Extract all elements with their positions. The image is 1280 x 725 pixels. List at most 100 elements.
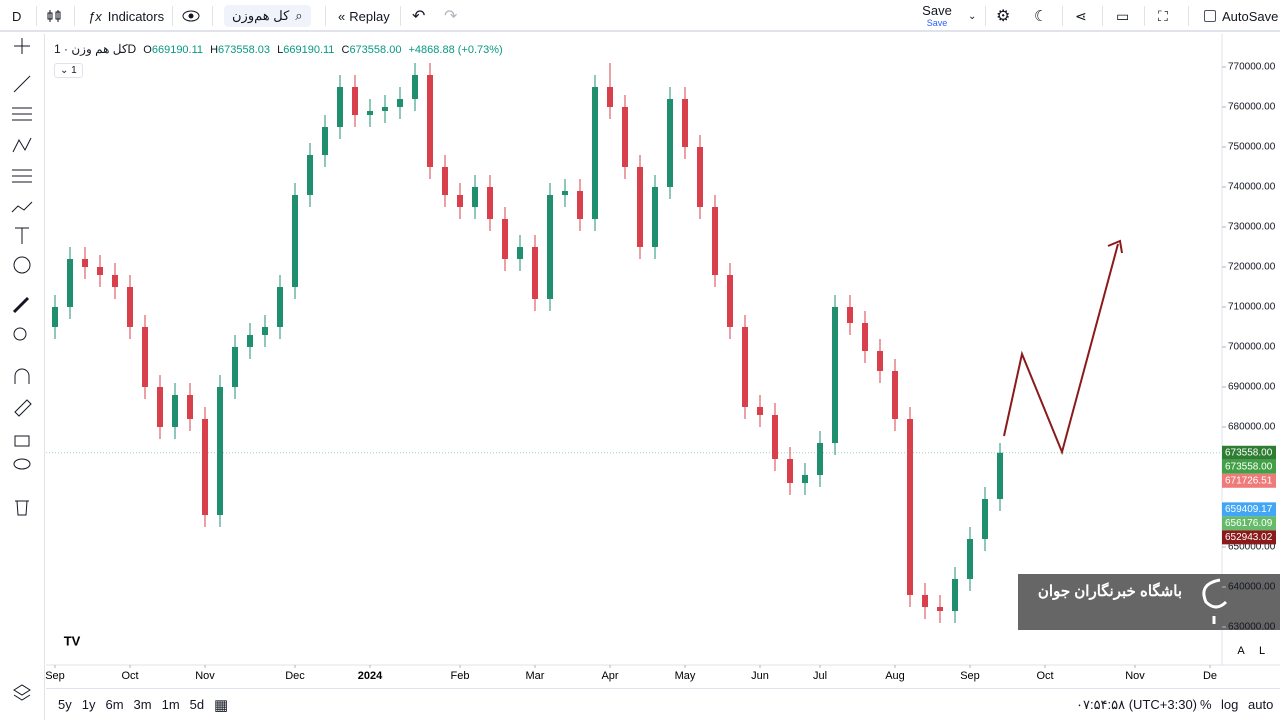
candle-body (457, 195, 463, 207)
price-label-box (1222, 459, 1276, 474)
redo-button: ↷ (444, 8, 458, 25)
candle-body (217, 387, 223, 515)
high-label: H (210, 44, 219, 56)
watermark-text: باشگاه خبرنگاران جوان (1038, 582, 1182, 600)
candle-body (352, 87, 358, 115)
price-label-box (1222, 530, 1276, 545)
layers-tool[interactable] (13, 684, 31, 701)
text-tool[interactable] (15, 227, 29, 244)
candle-body (772, 415, 778, 459)
zoom-tool[interactable] (13, 327, 27, 341)
candle-body (187, 395, 193, 419)
projection-tool[interactable] (12, 169, 32, 183)
candle-body (922, 595, 928, 607)
candle-body (532, 247, 538, 299)
clock: ۰۷:۵۴:۵۸ (UTC+3:30) (1076, 697, 1197, 712)
scale-buttons: A L (1237, 645, 1265, 657)
autosave-toggle[interactable]: AutoSave (1204, 0, 1278, 32)
save-menu[interactable]: ⌄ (968, 10, 977, 22)
interval-button[interactable]: D (12, 8, 22, 24)
x-tick-label: De (1203, 670, 1217, 682)
candle-body (367, 111, 373, 115)
eye-icon[interactable] (181, 8, 201, 24)
save-button[interactable]: Save Save (920, 3, 954, 28)
range-button[interactable]: 6m (105, 697, 124, 712)
theme-button[interactable]: ☾ (1034, 8, 1048, 25)
candle-body (307, 155, 313, 195)
candle-body (412, 75, 418, 99)
candle-body (172, 395, 178, 427)
x-tick-label: Oct (1036, 670, 1053, 682)
ruler-tool[interactable] (12, 296, 30, 314)
share-button[interactable]: ⋖ (1075, 7, 1087, 24)
candle-body (472, 187, 478, 207)
candle-body (967, 539, 973, 579)
x-tick-label: Jun (751, 670, 769, 682)
price-label-box (1222, 516, 1276, 531)
auto-scale-button[interactable]: A (1237, 645, 1245, 657)
autosave-label: AutoSave (1222, 8, 1279, 24)
range-button[interactable]: 5y (58, 697, 72, 712)
candle-body (952, 579, 958, 611)
y-tick-label: 630000.00 (1228, 622, 1276, 633)
pattern-tool[interactable] (12, 137, 32, 153)
lock-tool[interactable] (14, 435, 30, 447)
log-button[interactable]: log (1221, 697, 1239, 712)
candle-body (832, 307, 838, 443)
candle-body (907, 419, 913, 595)
close-value: 673558.00 (349, 44, 402, 56)
price-label-box (1222, 473, 1276, 488)
watermark: باشگاه خبرنگاران جوان (1018, 574, 1280, 630)
magnet-tool[interactable] (14, 368, 30, 384)
line-tool[interactable] (13, 75, 31, 93)
undo-button[interactable]: ↶ (412, 8, 426, 25)
range-buttons: 5y 1y 6m 3m 1m 5d (58, 697, 204, 712)
range-button[interactable]: 1y (81, 697, 96, 712)
tool-icons (11, 38, 33, 701)
fib-tool[interactable] (12, 107, 32, 121)
candle-body (787, 459, 793, 483)
emoji-tool[interactable] (13, 256, 31, 274)
x-tick-label: May (675, 670, 696, 682)
bars-icon[interactable] (46, 8, 62, 24)
percent-button[interactable]: % (1200, 697, 1212, 712)
candle-body (697, 147, 703, 207)
y-tick-label: 720000.00 (1228, 262, 1276, 273)
y-tick-label: 710000.00 (1228, 302, 1276, 313)
x-tick-label: Sep (960, 670, 980, 682)
trash-tool[interactable] (15, 500, 29, 516)
lock-scale-button[interactable]: L (1259, 645, 1265, 657)
symbol-search[interactable]: کل هم‌وزن ⌕ (224, 5, 311, 27)
range-button[interactable]: 3m (133, 697, 152, 712)
crosshair-tool[interactable] (14, 38, 30, 54)
replay-button[interactable]: «Replay (338, 8, 390, 24)
visibility-tool[interactable] (13, 458, 31, 470)
svg-text:TV: TV (64, 633, 81, 648)
candle-body (397, 99, 403, 107)
top-toolbar: D ƒx Indicators کل هم‌وزن ⌕ «Replay ↶ ↷ Sa… (0, 0, 1280, 32)
candle-body (547, 195, 553, 299)
auto-button[interactable]: auto (1248, 697, 1274, 712)
candle-body (877, 351, 883, 371)
goto-date-button[interactable]: ▦ (214, 697, 229, 714)
range-button[interactable]: 1m (161, 697, 180, 712)
lock-drawing-tool[interactable] (14, 399, 32, 417)
candle-body (652, 187, 658, 247)
x-tick-label: Dec (285, 670, 305, 682)
forecast-tool[interactable] (11, 201, 33, 213)
candle-body (427, 75, 433, 167)
indicator-toggle[interactable]: ⌄ 1 (54, 63, 83, 78)
drawing-toolbar (0, 34, 45, 720)
snapshot-button[interactable]: ▭ (1116, 7, 1130, 24)
fullscreen-button[interactable]: ⛶ (1158, 7, 1168, 24)
range-button[interactable]: 5d (189, 697, 205, 712)
indicators-button[interactable]: ƒx Indicators (88, 8, 165, 24)
save-label: Save (922, 3, 952, 18)
settings-button[interactable]: ⚙ (996, 8, 1011, 25)
candle-body (517, 247, 523, 259)
candle-body (442, 167, 448, 195)
price-label-box (1222, 502, 1276, 517)
y-tick-label: 650000.00 (1228, 542, 1276, 553)
candle-body (82, 259, 88, 267)
